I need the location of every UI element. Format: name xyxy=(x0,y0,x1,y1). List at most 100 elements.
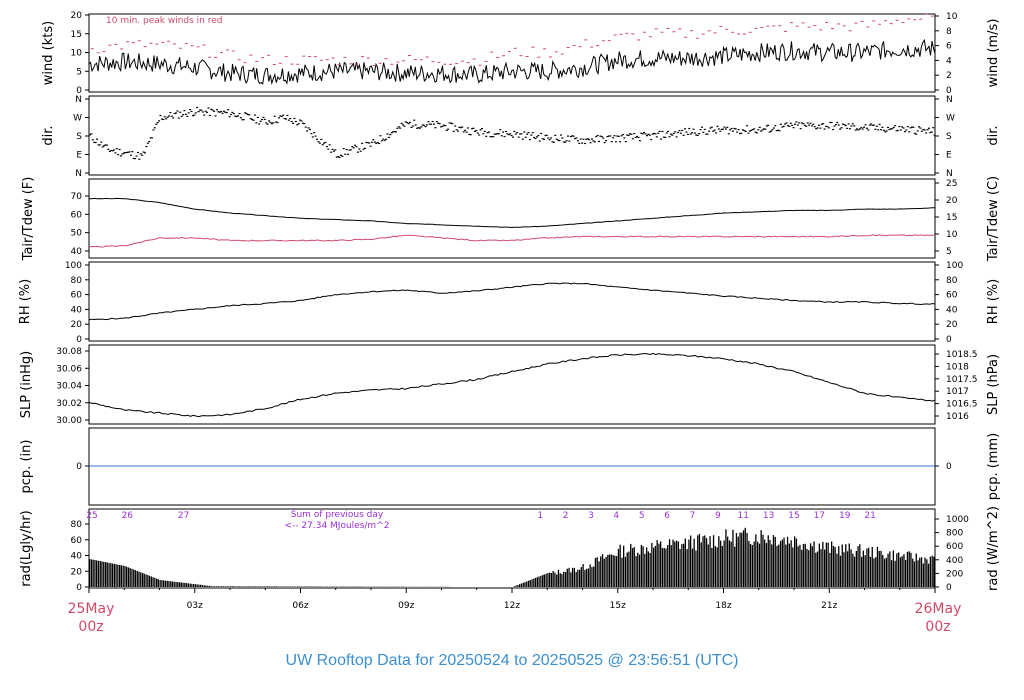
panel-3: 40 50 60 70 5 10 15 20 25 Tair/Tdew (F) Tair/Tdew … xyxy=(21,176,1001,262)
radiation-bar xyxy=(901,556,903,587)
radiation-bar xyxy=(607,554,609,587)
radiation-bar xyxy=(210,586,212,587)
radiation-bar xyxy=(723,540,725,587)
radiation-bar xyxy=(557,569,560,587)
radiation-bar xyxy=(637,552,639,587)
ylabel: SLP (inHg) xyxy=(19,351,34,419)
radiation-bar xyxy=(235,586,237,587)
radiation-bar xyxy=(804,543,806,587)
radiation-bar xyxy=(564,572,567,587)
radiation-bar xyxy=(99,561,101,587)
radiation-bar xyxy=(661,548,664,587)
radiation-bar xyxy=(198,584,200,587)
chart-title: UW Rooftop Data for 20250524 to 20250525… xyxy=(286,652,739,669)
radiation-bar xyxy=(619,544,621,587)
panel-6: 0 0 pcp. (in) pcp. (mm) xyxy=(19,427,1001,506)
xtick-label: 09z xyxy=(398,601,414,611)
radiation-bar xyxy=(270,586,272,587)
radiation-bar xyxy=(94,560,96,587)
radiation-bar xyxy=(205,585,207,587)
radiation-bar xyxy=(161,580,163,587)
radiation-bar xyxy=(728,540,731,587)
radiation-bar xyxy=(929,556,931,587)
radiation-bar xyxy=(663,548,665,587)
radiation-bar xyxy=(163,580,165,587)
radiation-bar xyxy=(825,542,827,587)
radiation-bar xyxy=(305,586,308,587)
radiation-bar xyxy=(126,566,128,587)
radiation-bar xyxy=(769,540,771,587)
ytick-label-right: 10 xyxy=(946,230,958,240)
radiation-bar xyxy=(861,556,863,587)
radiation-bar xyxy=(792,547,794,587)
radiation-bar xyxy=(184,582,186,587)
radiation-bar xyxy=(705,538,708,587)
day-mark: 2 xyxy=(563,511,569,521)
radiation-bar xyxy=(284,586,286,587)
radiation-bar xyxy=(737,536,739,587)
radiation-bar xyxy=(124,566,126,587)
radiation-bar xyxy=(180,582,182,587)
radiation-bar xyxy=(143,573,145,587)
day-mark: 9 xyxy=(715,511,721,521)
ytick-label-right: 10 xyxy=(946,12,958,22)
ytick-label: 30.00 xyxy=(56,416,82,426)
end-date-label: 26May xyxy=(915,601,962,617)
ytick-label-right: 20 xyxy=(946,320,958,330)
radiation-bar xyxy=(831,541,833,587)
radiation-bar xyxy=(156,578,158,587)
radiation-bar xyxy=(519,584,521,587)
radiation-bar xyxy=(300,586,302,587)
radiation-bar xyxy=(933,556,935,587)
radiation-bar xyxy=(905,560,907,587)
radiation-bar xyxy=(679,549,681,587)
radiation-bar xyxy=(152,577,154,587)
radiation-bar xyxy=(219,586,221,587)
ytick-label-right: 4 xyxy=(946,56,952,66)
ytick-label: 30.02 xyxy=(56,399,82,409)
radiation-bar xyxy=(716,547,718,587)
radiation-bar xyxy=(646,547,648,587)
radiation-bar xyxy=(677,541,679,587)
radiation-bar xyxy=(131,568,133,587)
radiation-bar xyxy=(686,549,688,587)
radiation-bar xyxy=(802,544,805,587)
radiation-bar xyxy=(92,559,94,587)
radiation-bar xyxy=(841,544,843,587)
radiation-bar xyxy=(207,585,209,587)
radiation-bar xyxy=(185,583,188,587)
day-mark: 1 xyxy=(537,511,543,521)
radiation-bar xyxy=(903,554,905,587)
radiation-bar xyxy=(214,586,216,587)
radiation-bar xyxy=(875,557,877,587)
radiation-bar xyxy=(866,548,868,587)
radiation-bar xyxy=(596,557,598,587)
ytick-label: 0 xyxy=(76,86,82,96)
radiation-bar xyxy=(824,549,826,587)
radiation-bar xyxy=(790,540,792,587)
ytick-label: 30.06 xyxy=(56,364,82,374)
ytick-label-right: 60 xyxy=(946,291,958,301)
radiation-bar xyxy=(896,553,898,587)
radiation-bar xyxy=(533,578,535,587)
radiation-bar xyxy=(653,547,655,587)
ytick-label-right: 200 xyxy=(946,569,963,579)
radiation-bar xyxy=(293,586,295,587)
ytick-label: 0 xyxy=(76,462,82,472)
radiation-bar xyxy=(145,574,147,587)
radiation-bar xyxy=(312,586,315,587)
radiation-bar xyxy=(608,554,611,587)
radiation-bar xyxy=(275,586,278,587)
radiation-bar xyxy=(524,582,526,587)
radiation-bar xyxy=(272,586,274,587)
radiation-bar xyxy=(96,560,98,587)
radiation-bar xyxy=(140,572,142,587)
radiation-bar xyxy=(194,584,197,587)
dewpoint-line xyxy=(88,234,935,248)
radiation-bar xyxy=(640,544,642,587)
ytick-label: 50 xyxy=(71,229,83,239)
radiation-bar xyxy=(626,552,628,587)
radiation-bar xyxy=(304,586,306,587)
radiation-bar xyxy=(201,585,204,587)
